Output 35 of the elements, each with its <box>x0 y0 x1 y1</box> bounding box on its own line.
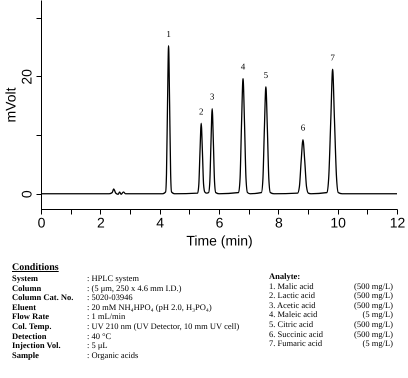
x-tick-label: 0 <box>38 214 46 230</box>
text: 6. Succinic acid (500 mg/L) <box>269 328 393 339</box>
x-tick-label: 8 <box>274 214 283 230</box>
text: Analyte: <box>269 271 302 282</box>
x-tick-label: 2 <box>96 214 105 230</box>
y-tick-label: 20 <box>18 68 34 85</box>
text: 1. Malic acid (500 mg/L) <box>269 280 393 291</box>
text: Eluent : 20 mM NH₄HPO₄ (pH 2.0, H₃PO₄) <box>12 302 212 312</box>
x-tick-label: 6 <box>216 214 224 230</box>
annotation: 4 <box>240 62 246 72</box>
text: Detection : 40 °C <box>12 330 112 341</box>
text: Column Cat. No. : 5020-03946 <box>12 292 133 302</box>
text: 4. Maleic acid (5 mg/L) <box>269 309 393 320</box>
text: 3. Acetic acid (500 mg/L) <box>269 300 393 310</box>
x-tick-label: 4 <box>156 214 164 230</box>
text: 7. Fumaric acid (5 mg/L) <box>269 338 393 348</box>
text: Col. Temp. : UV 210 nm (UV Detector, 10 mm UV cell) <box>12 320 240 331</box>
text: System : HPLC system <box>12 273 139 283</box>
annotation: 2 <box>198 106 204 116</box>
annotation: 3 <box>210 92 215 102</box>
text: Conditions <box>12 262 60 274</box>
y-axis-title: mVolt <box>2 87 18 123</box>
text: Injection Vol. : 5 μL <box>12 340 108 350</box>
text: Flow Rate : 1 mL/min <box>12 311 126 322</box>
x-axis-title: Time (min) <box>186 232 253 248</box>
annotation: 1 <box>166 28 171 39</box>
x-tick-label: 12 <box>390 214 406 230</box>
text: Column : (5 μm, 250 x 4.6 mm I.D.) <box>12 282 182 293</box>
text: 5. Citric acid (500 mg/L) <box>269 318 393 329</box>
annotation: 5 <box>264 70 269 80</box>
x-tick-label: 10 <box>330 214 346 230</box>
annotation: 7 <box>330 52 336 62</box>
text: Sample : Organic acids <box>12 350 138 360</box>
annotation: 6 <box>300 122 306 133</box>
text: 2. Lactic acid (500 mg/L) <box>269 290 393 300</box>
